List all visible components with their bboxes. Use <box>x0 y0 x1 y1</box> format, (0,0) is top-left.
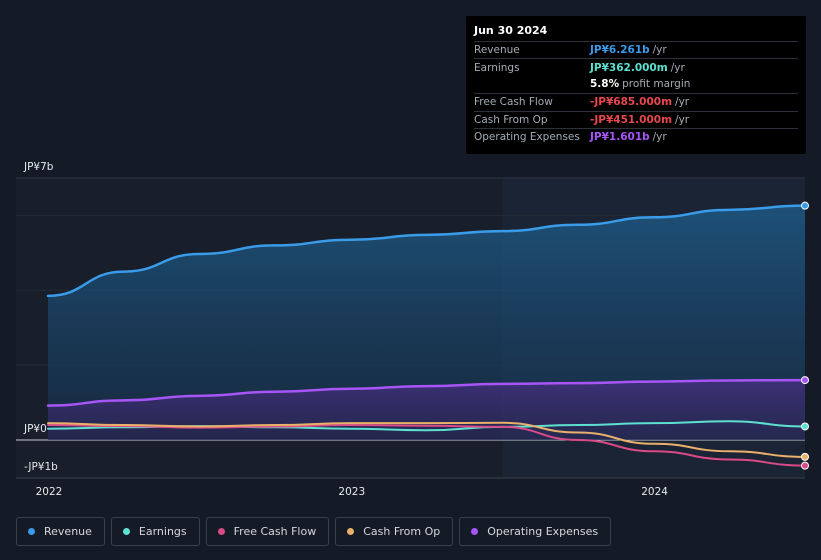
tooltip-label: Revenue <box>474 44 520 57</box>
legend: Revenue Earnings Free Cash Flow Cash From O… <box>16 517 612 546</box>
series-line-free-cash-flow <box>47 424 806 467</box>
legend-item-operating-expenses[interactable]: Operating Expenses <box>459 517 612 546</box>
legend-item-cash-from-op[interactable]: Cash From Op <box>335 517 454 546</box>
tooltip-unit: /yr <box>675 96 690 109</box>
legend-label: Revenue <box>44 525 92 538</box>
series-line-revenue <box>46 204 807 298</box>
x-tick-label: 2023 <box>338 486 365 498</box>
legend-dot-icon <box>122 528 130 535</box>
tooltip-row: Earnings JP¥362.000m/yr <box>474 58 798 75</box>
series-endpoint-operating-expenses <box>801 376 809 385</box>
series-endpoint-cash-from-op <box>801 452 809 461</box>
legend-dot-icon <box>471 528 479 535</box>
tooltip-row: Free Cash Flow -JP¥685.000m/yr <box>474 93 798 110</box>
legend-dot-icon <box>28 528 35 535</box>
legend-label: Operating Expenses <box>487 525 599 538</box>
legend-label: Earnings <box>138 525 187 538</box>
legend-item-free-cash-flow[interactable]: Free Cash Flow <box>205 517 330 546</box>
tooltip-value: JP¥1.601b <box>590 131 650 144</box>
series-line-operating-expenses <box>46 378 807 407</box>
x-tick-label: 2024 <box>641 486 668 498</box>
tooltip-value: JP¥362.000m <box>590 61 668 74</box>
tooltip-row: Cash From Op -JP¥451.000m/yr <box>474 110 798 128</box>
legend-item-revenue[interactable]: Revenue <box>16 517 105 546</box>
series-endpoint-free-cash-flow <box>801 461 809 470</box>
tooltip-unit: /yr <box>652 131 667 144</box>
tooltip-value: JP¥6.261b <box>590 44 650 57</box>
tooltip-label: Earnings <box>474 61 520 74</box>
y-tick-label: -JP¥1b <box>24 461 58 473</box>
tooltip-value: -JP¥685.000m <box>590 96 673 109</box>
legend-item-earnings[interactable]: Earnings <box>110 517 200 546</box>
tooltip-label: Cash From Op <box>474 113 548 126</box>
tooltip-value: 5.8% <box>590 78 620 91</box>
tooltip-row: 5.8% profit margin <box>474 76 798 93</box>
y-tick-label: JP¥7b <box>23 161 54 173</box>
chart-svg: JP¥7b JP¥0 -JP¥1b 2022 2023 2024 <box>16 161 809 498</box>
legend-dot-icon <box>347 528 355 535</box>
series-line-cash-from-op <box>47 421 806 458</box>
legend-dot-icon <box>217 528 225 535</box>
tooltip-value: -JP¥451.000m <box>590 113 673 126</box>
legend-label: Free Cash Flow <box>233 525 317 538</box>
tooltip-row: Revenue JP¥6.261b/yr <box>474 41 798 58</box>
legend-label: Cash From Op <box>363 525 441 538</box>
tooltip-date: Jun 30 2024 <box>474 24 548 37</box>
y-tick-label: JP¥0 <box>23 423 47 435</box>
series-endpoint-earnings <box>801 422 809 431</box>
tooltip-label: Operating Expenses <box>474 131 580 144</box>
series-endpoint-revenue <box>801 201 809 210</box>
x-tick-label: 2022 <box>36 486 63 498</box>
tooltip-label: Free Cash Flow <box>474 96 553 109</box>
tooltip-unit: /yr <box>670 61 685 74</box>
tooltip-unit: /yr <box>652 44 667 57</box>
tooltip-panel: Jun 30 2024 Revenue JP¥6.261b/yr Earnings J… <box>466 16 806 154</box>
tooltip-row: Operating Expenses JP¥1.601b/yr <box>474 127 798 145</box>
tooltip-unit: /yr <box>675 113 690 126</box>
tooltip-unit: profit margin <box>622 78 691 91</box>
